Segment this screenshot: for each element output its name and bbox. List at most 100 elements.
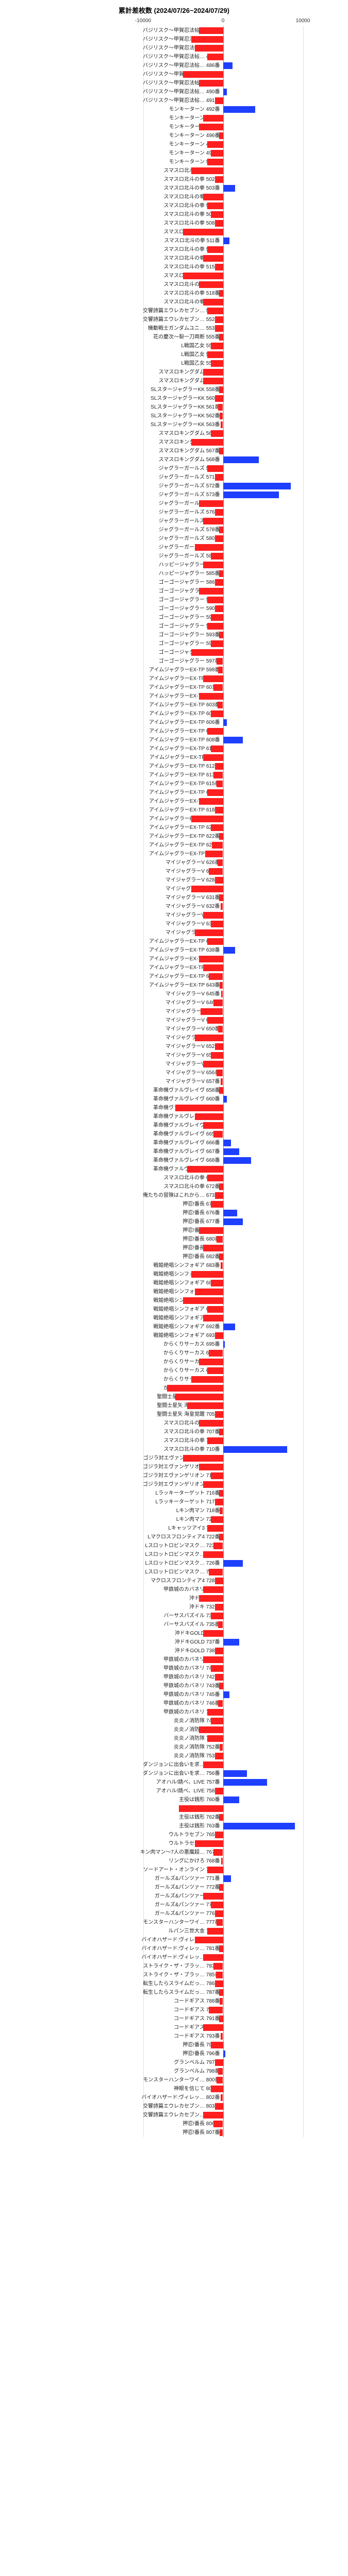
chart-row: アイムジャグラーEX-TP 598番 [0, 666, 348, 674]
row-label: マイジャグラーV 656番 [119, 1069, 222, 1077]
chart-row: マイジャグラーV 651番 [0, 1033, 348, 1042]
chart-row: スマスロ北斗の拳 708番 [0, 1436, 348, 1445]
chart-row: グランベルム 797番 [0, 2058, 348, 2067]
chart-row: アイムジャグラーEX-TP 601番 [0, 683, 348, 692]
chart-row: 押忍!番長 678番 [0, 1226, 348, 1235]
x-axis-labels: -10000010000 [0, 18, 348, 26]
bar [219, 334, 223, 341]
bar [218, 1700, 223, 1707]
chart-row: アイムジャグラーEX-TP 607番 [0, 727, 348, 736]
row-label: ゴーゴージャグラー 591番 [119, 613, 222, 622]
row-label: 甲鉄城のカバネリ 741番 [119, 1664, 222, 1673]
row-label: 主役は銭形 762番 [119, 1813, 222, 1822]
chart-row: ガールズ&パンツァー 772番 [0, 1883, 348, 1892]
chart-row: ゴーゴージャグラー 590番 [0, 604, 348, 613]
chart-row: スマスロ北斗の拳 672番 [0, 1182, 348, 1191]
chart-row: ジャグラーガールズ 573番 [0, 490, 348, 499]
chart-row: スマスロ北斗の拳 515番 [0, 263, 348, 272]
bar [191, 886, 223, 892]
row-label: スマスロ北斗の拳 707番 [119, 1428, 222, 1436]
chart-row: 炎炎ノ消防隊 751番 [0, 1734, 348, 1743]
bar [207, 141, 223, 148]
row-label: ゴーゴージャグラー 592番 [119, 622, 222, 631]
row-label: ガールズ&パンツァー 775番 [119, 1901, 222, 1909]
chart-row: マイジャグラーV 631番 [0, 893, 348, 902]
chart-row: 交響詩篇エウレカセブン… 552番 [0, 315, 348, 324]
bar [213, 1963, 223, 1970]
row-label: アイムジャグラーEX-TP 605番 [119, 709, 222, 718]
bar [207, 351, 223, 358]
chart-row: アイムジャグラーEX-TP 606番 [0, 718, 348, 727]
row-label: バイオハザード:ヴィレッ… 802番 [119, 2093, 222, 2102]
bar [221, 2094, 223, 2101]
row-label: 押忍!番長 806番 [119, 2120, 222, 2128]
row-label: アイムジャグラーEX-TP 612番 [119, 762, 222, 771]
row-label: 革命機ヴァルヴレイヴ 667番 [119, 1147, 222, 1156]
bar [207, 1928, 223, 1935]
bar [215, 264, 223, 270]
bar [218, 404, 223, 411]
bar [213, 772, 223, 778]
bar [207, 1709, 223, 1716]
chart-row: 炎炎ノ消防隊 748番 [0, 1717, 348, 1725]
bar [219, 1490, 223, 1497]
bar [203, 1551, 223, 1558]
bar [217, 1070, 223, 1076]
row-label: SLスタージャグラーKK 562番 [119, 412, 222, 420]
row-label: バジリスク〜甲賀忍法帖… 485番 [119, 53, 222, 61]
bar [211, 1613, 223, 1619]
bar [219, 894, 223, 901]
bar [199, 80, 223, 87]
bar [199, 798, 223, 805]
chart-row: バイオハザード:ヴィレッ… 781番 [0, 1944, 348, 1953]
bar [215, 1788, 223, 1794]
bar [195, 1289, 223, 1295]
bar [220, 1744, 223, 1751]
chart-row: ガールズ&パンツァー 775番 [0, 1901, 348, 1909]
row-label: ジャグラーガールズ 570番 [119, 464, 222, 473]
chart-row: 押忍!番長 677番 [0, 1217, 348, 1226]
bar [211, 343, 223, 349]
chart-row: モンキーターン 492番 [0, 105, 348, 114]
bar [223, 1096, 227, 1103]
row-label: 押忍!番長 680番 [119, 1235, 222, 1244]
row-label: スマスロ北斗の拳 502番 [119, 175, 222, 184]
chart-row: モンスターハンターワイ… 777番 [0, 1918, 348, 1927]
row-label: アイムジャグラーEX-TP 621番 [119, 823, 222, 832]
bar [199, 124, 223, 130]
bar [211, 1280, 223, 1286]
chart-row: アオハル!跳べ、LIVE 757番 [0, 1778, 348, 1787]
row-label: 炎炎ノ消防隊 752番 [119, 1743, 222, 1752]
row-label: マイジャグラーV 632番 [119, 902, 222, 911]
chart-row: Lキャッツアイ3 721番 [0, 1524, 348, 1533]
bar [223, 1324, 235, 1330]
bar [203, 255, 223, 262]
chart-row: スマスロキングダム 566番 [0, 438, 348, 447]
row-label: ルパン三世大金 778番 [119, 1927, 222, 1936]
bar [223, 1691, 229, 1698]
row-label: マイジャグラーV 652番 [119, 1042, 222, 1051]
bar [211, 640, 223, 647]
bar [215, 1910, 223, 1917]
chart-row: 押忍!番長 682番 [0, 1252, 348, 1261]
chart-row: バーサスバズイル 733番 [0, 1612, 348, 1620]
chart-row: ガールズ&パンツァー 773番 [0, 1892, 348, 1901]
chart-row: コードギアス 791番 [0, 2014, 348, 2023]
chart-row: Lスロットロビンマスク… 727番 [0, 1568, 348, 1577]
row-label: 押忍!番長 807番 [119, 2128, 222, 2137]
bar [223, 62, 233, 69]
row-label: SLスタージャグラーKK 558番 [119, 385, 222, 394]
chart-row: ストライク・ザ・ブラッ… 783番 [0, 1962, 348, 1971]
row-label: 甲鉄城のカバネリ 747番 [119, 1708, 222, 1717]
chart-row: 革命機ヴァルヴレイヴ 658番 [0, 1086, 348, 1095]
bar [215, 1604, 223, 1611]
bar [219, 448, 223, 454]
chart-row: 甲鉄城のカバネリ 746番 [0, 1699, 348, 1708]
row-label: 主役は銭形 760番 [119, 1795, 222, 1804]
row-label: マイジャグラーV 626番 [119, 858, 222, 867]
row-label: アイムジャグラーEX-TP 608番 [119, 736, 222, 744]
chart-row: マクロスフロンティア4 728番 [0, 1577, 348, 1585]
bar [203, 2112, 223, 2119]
chart-row: キン肉マン〜7人の悪魔超… 767番 [0, 1848, 348, 1857]
chart-row: スマスロ北斗の拳 706番 [0, 1419, 348, 1428]
